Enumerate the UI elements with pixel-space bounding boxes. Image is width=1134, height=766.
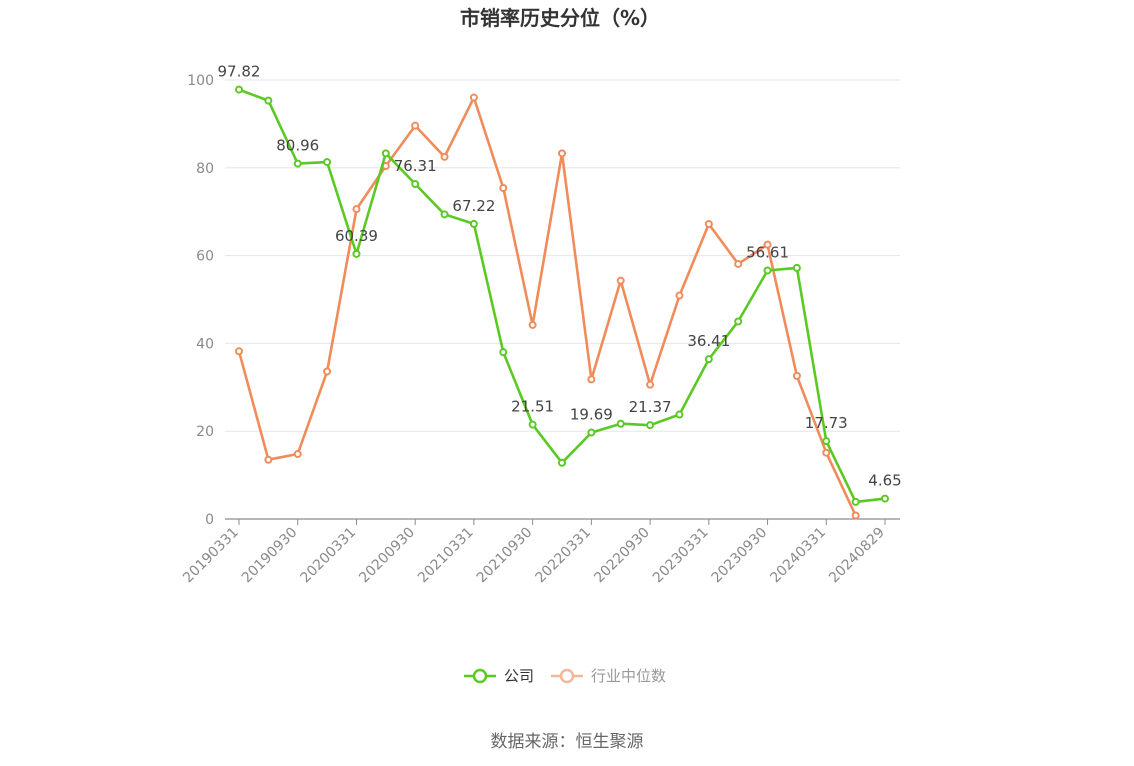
data-label: 4.65 (868, 472, 901, 490)
company-point (646, 421, 655, 430)
data-labels: 97.82 80.96 60.39 76.31 67.22 21.51 19.69 21.37… (218, 63, 902, 490)
x-tick-label: 20200930 (356, 525, 418, 587)
x-tick-label: 20220930 (591, 525, 653, 587)
industry-point (528, 320, 537, 329)
y-tick-label: 20 (196, 424, 214, 440)
data-label: 60.39 (335, 227, 378, 245)
x-tick-label: 20210331 (415, 525, 477, 587)
series-company (235, 85, 889, 506)
company-point (558, 458, 566, 467)
industry-point (646, 380, 655, 389)
source-note: 数据来源：恒生聚源 (491, 732, 644, 752)
company-point (881, 494, 889, 503)
x-tick-label: 20200331 (298, 525, 360, 587)
industry-point (264, 455, 273, 464)
industry-point (352, 205, 361, 214)
legend-item-company[interactable]: 公司 (464, 667, 534, 685)
data-label: 97.82 (218, 63, 261, 81)
y-axis: 0 20 40 60 80 100 (187, 73, 214, 528)
data-label: 21.51 (511, 398, 554, 416)
company-point (469, 219, 478, 228)
series-industry (235, 93, 860, 520)
industry-point (851, 511, 860, 520)
company-point (792, 263, 801, 272)
industry-point (235, 347, 243, 356)
y-tick-label: 0 (205, 512, 214, 528)
industry-point (323, 367, 332, 376)
company-point (293, 159, 302, 168)
industry-point (469, 93, 478, 102)
company-point (851, 497, 860, 506)
grid (225, 79, 900, 432)
legend-marker-industry (559, 668, 575, 684)
x-tick-label: 20210930 (474, 525, 536, 587)
company-point (616, 419, 625, 428)
company-point (704, 355, 713, 364)
industry-point (440, 152, 449, 161)
industry-point (822, 448, 831, 457)
data-label: 67.22 (452, 197, 495, 215)
company-point (587, 428, 596, 437)
legend-item-industry[interactable]: 行业中位数 (551, 667, 666, 685)
company-point (675, 410, 684, 419)
industry-point (587, 375, 596, 384)
data-label: 56.61 (746, 243, 789, 261)
company-point (499, 348, 508, 357)
data-label: 36.41 (687, 332, 730, 350)
industry-point (792, 371, 801, 380)
data-label: 21.37 (629, 398, 672, 416)
legend-marker-company (472, 668, 488, 684)
series-layer (235, 85, 889, 520)
industry-point (499, 183, 508, 192)
industry-point (734, 259, 743, 268)
x-tick-label: 20230930 (709, 525, 771, 587)
company-point (323, 158, 332, 167)
company-point (440, 210, 449, 219)
legend-label-industry: 行业中位数 (591, 667, 666, 685)
company-point (381, 149, 390, 158)
industry-point (293, 450, 302, 459)
chart-title: 市销率历史分位（%） (460, 6, 660, 30)
x-tick-label: 20190331 (180, 525, 242, 587)
x-tick-label: 20230331 (650, 525, 712, 587)
x-tick-label: 20240331 (767, 525, 829, 587)
industry-point (616, 276, 625, 285)
company-point (822, 437, 831, 446)
data-label: 17.73 (805, 414, 848, 432)
industry-point (411, 121, 420, 130)
x-tick-label: 20240829 (826, 525, 888, 587)
industry-point (675, 291, 684, 300)
company-point (264, 96, 273, 105)
company-point (352, 249, 361, 258)
company-point (411, 179, 420, 188)
industry-point (558, 149, 566, 158)
legend: 公司 行业中位数 (464, 667, 666, 685)
data-label: 76.31 (394, 157, 437, 175)
x-tick-label: 20190930 (239, 525, 301, 587)
legend-label-company: 公司 (504, 667, 534, 685)
company-point (528, 420, 537, 429)
x-axis: 2019033120190930202003312020093020210331… (180, 518, 900, 587)
company-point (763, 266, 772, 275)
y-tick-label: 60 (196, 249, 214, 265)
industry-point (704, 219, 713, 228)
industry-line (237, 96, 857, 517)
data-label: 19.69 (570, 406, 613, 424)
x-tick-label: 20220331 (532, 525, 594, 587)
y-tick-label: 40 (196, 336, 214, 352)
y-tick-label: 100 (187, 73, 214, 89)
industry-point (763, 240, 772, 249)
company-point (734, 317, 743, 326)
data-label: 80.96 (276, 137, 319, 155)
company-point (235, 85, 243, 94)
y-tick-label: 80 (196, 161, 214, 177)
